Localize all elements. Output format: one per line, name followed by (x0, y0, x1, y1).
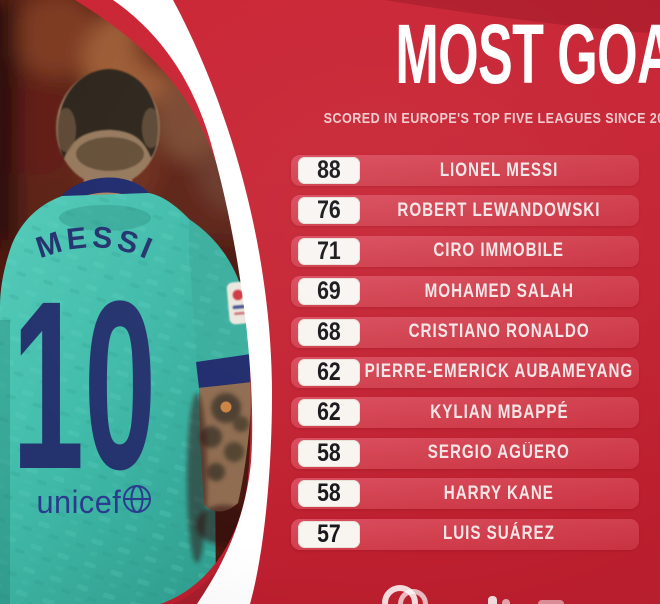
player-name: LIONEL MESSI (439, 159, 559, 181)
player-name-cell: SERGIO AGÜERO (367, 438, 631, 469)
ranking-row: 58 SERGIO AGÜERO (291, 437, 639, 469)
player-name-cell: ROBERT LEWANDOWSKI (367, 195, 631, 226)
goals-pill: 69 (298, 277, 360, 306)
player-name: LUIS SUÁREZ (443, 523, 555, 545)
goals-pill: 76 (298, 196, 360, 225)
goals-pill: 88 (298, 157, 360, 184)
goals-count: 68 (317, 317, 341, 346)
player-name-cell: CIRO IMMOBILE (367, 236, 631, 267)
goals-count: 58 (317, 479, 341, 508)
goals-count: 69 (317, 277, 341, 306)
player-name: HARRY KANE (443, 482, 555, 504)
goals-count: 58 (317, 438, 341, 467)
goals-count: 76 (317, 196, 341, 225)
goals-pill: 58 (298, 479, 360, 508)
player-name-cell: HARRY KANE (367, 478, 631, 509)
ranking-row: 68 CRISTIANO RONALDO (291, 316, 639, 348)
goals-count: 62 (317, 398, 341, 427)
ranking-list: 88 LIONEL MESSI 76 ROBERT LEWANDOWSKI 71… (291, 155, 639, 550)
goals-pill: 57 (298, 519, 360, 548)
goals-pill: 68 (298, 317, 360, 346)
player-name: MOHAMED SALAH (424, 280, 574, 302)
player-name: SERGIO AGÜERO (427, 442, 570, 464)
player-name-cell: LIONEL MESSI (367, 155, 631, 186)
ranking-row: 58 HARRY KANE (291, 478, 639, 510)
player-name: CRISTIANO RONALDO (408, 321, 590, 343)
player-name: ROBERT LEWANDOWSKI (397, 199, 601, 221)
goals-count: 88 (317, 156, 341, 184)
player-name: KYLIAN MBAPPÉ (429, 401, 569, 423)
ranking-row: 69 MOHAMED SALAH (291, 276, 639, 308)
ranking-row: 76 ROBERT LEWANDOWSKI (291, 195, 639, 227)
goals-pill: 62 (298, 398, 360, 427)
player-name-cell: CRISTIANO RONALDO (367, 317, 631, 348)
ranking-row: 88 LIONEL MESSI (291, 155, 639, 186)
goals-pill: 71 (298, 236, 360, 265)
goals-count: 71 (317, 236, 341, 265)
goals-count: 62 (317, 357, 341, 386)
player-name: PIERRE-EMERICK AUBAMEYANG (364, 361, 634, 383)
ranking-row: 71 CIRO IMMOBILE (291, 235, 639, 267)
player-name-cell: PIERRE-EMERICK AUBAMEYANG (364, 357, 634, 388)
player-name-cell: MOHAMED SALAH (367, 276, 631, 307)
goals-pill: 62 (298, 357, 360, 386)
player-name-cell: KYLIAN MBAPPÉ (367, 397, 631, 428)
ranking-row: 62 KYLIAN MBAPPÉ (291, 397, 639, 429)
goals-pill: 58 (298, 438, 360, 467)
player-name: CIRO IMMOBILE (433, 240, 565, 262)
player-name-cell: LUIS SUÁREZ (367, 519, 631, 550)
goals-count: 57 (317, 519, 341, 548)
subtitle: SCORED IN EUROPE'S TOP FIVE LEAGUES SINC… (323, 110, 660, 127)
ranking-row: 62 PIERRE-EMERICK AUBAMEYANG (291, 356, 639, 388)
page-title: MOST GOALS (395, 7, 660, 101)
ranking-row: 57 LUIS SUÁREZ (291, 518, 639, 550)
